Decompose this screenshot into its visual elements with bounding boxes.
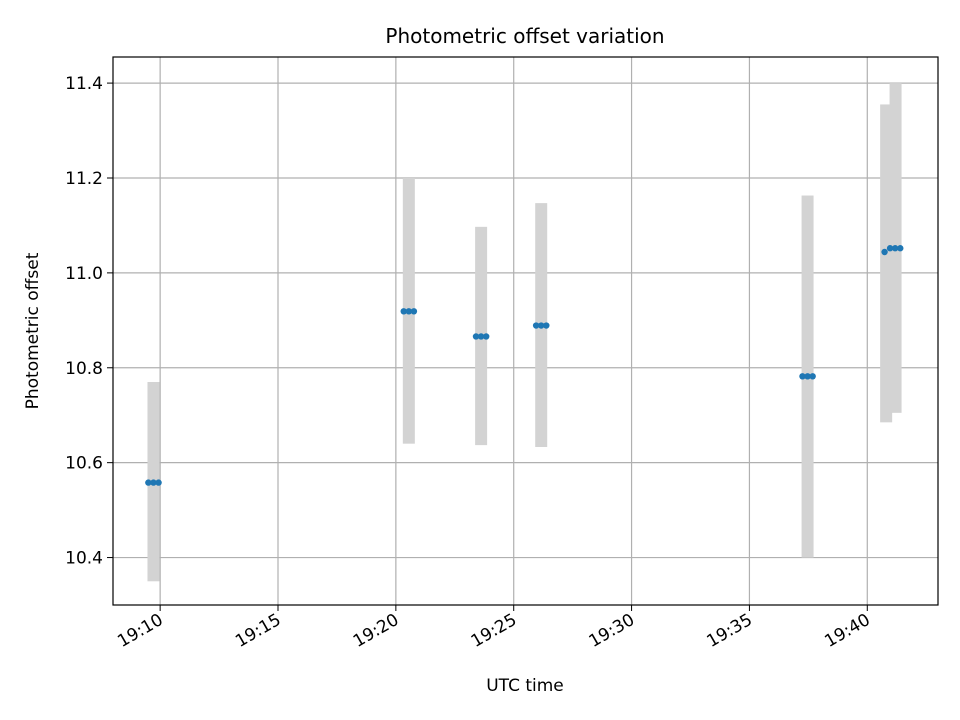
y-tick-label: 11.4 <box>65 74 103 94</box>
data-point <box>472 333 480 340</box>
data-point <box>405 308 413 315</box>
y-tick-label: 10.4 <box>65 549 103 569</box>
data-point <box>543 322 550 329</box>
error-bar <box>880 104 893 423</box>
y-axis-label: Photometric offset <box>23 252 43 409</box>
y-tick-label: 11.0 <box>65 264 103 284</box>
data-point <box>410 308 418 315</box>
data-point <box>897 245 904 252</box>
data-point <box>891 245 899 252</box>
data-point <box>400 308 407 315</box>
chart-title: Photometric offset variation <box>385 24 664 48</box>
data-point <box>881 248 888 256</box>
data-point <box>804 373 811 380</box>
data-point <box>886 245 894 252</box>
data-point <box>532 322 540 329</box>
data-point <box>809 373 816 380</box>
y-tick-label: 10.6 <box>65 454 103 474</box>
data-point <box>538 322 545 329</box>
data-point <box>477 333 485 340</box>
data-point <box>483 333 490 340</box>
x-axis-label: UTC time <box>486 676 564 696</box>
plot-frame <box>112 56 939 606</box>
data-point <box>799 373 806 380</box>
y-tick-label: 11.2 <box>65 169 103 189</box>
data-point <box>145 479 152 486</box>
data-points <box>145 245 904 486</box>
data-point <box>150 479 157 486</box>
grid <box>113 57 938 605</box>
data-point <box>155 479 162 486</box>
y-tick-label: 10.8 <box>65 359 103 379</box>
